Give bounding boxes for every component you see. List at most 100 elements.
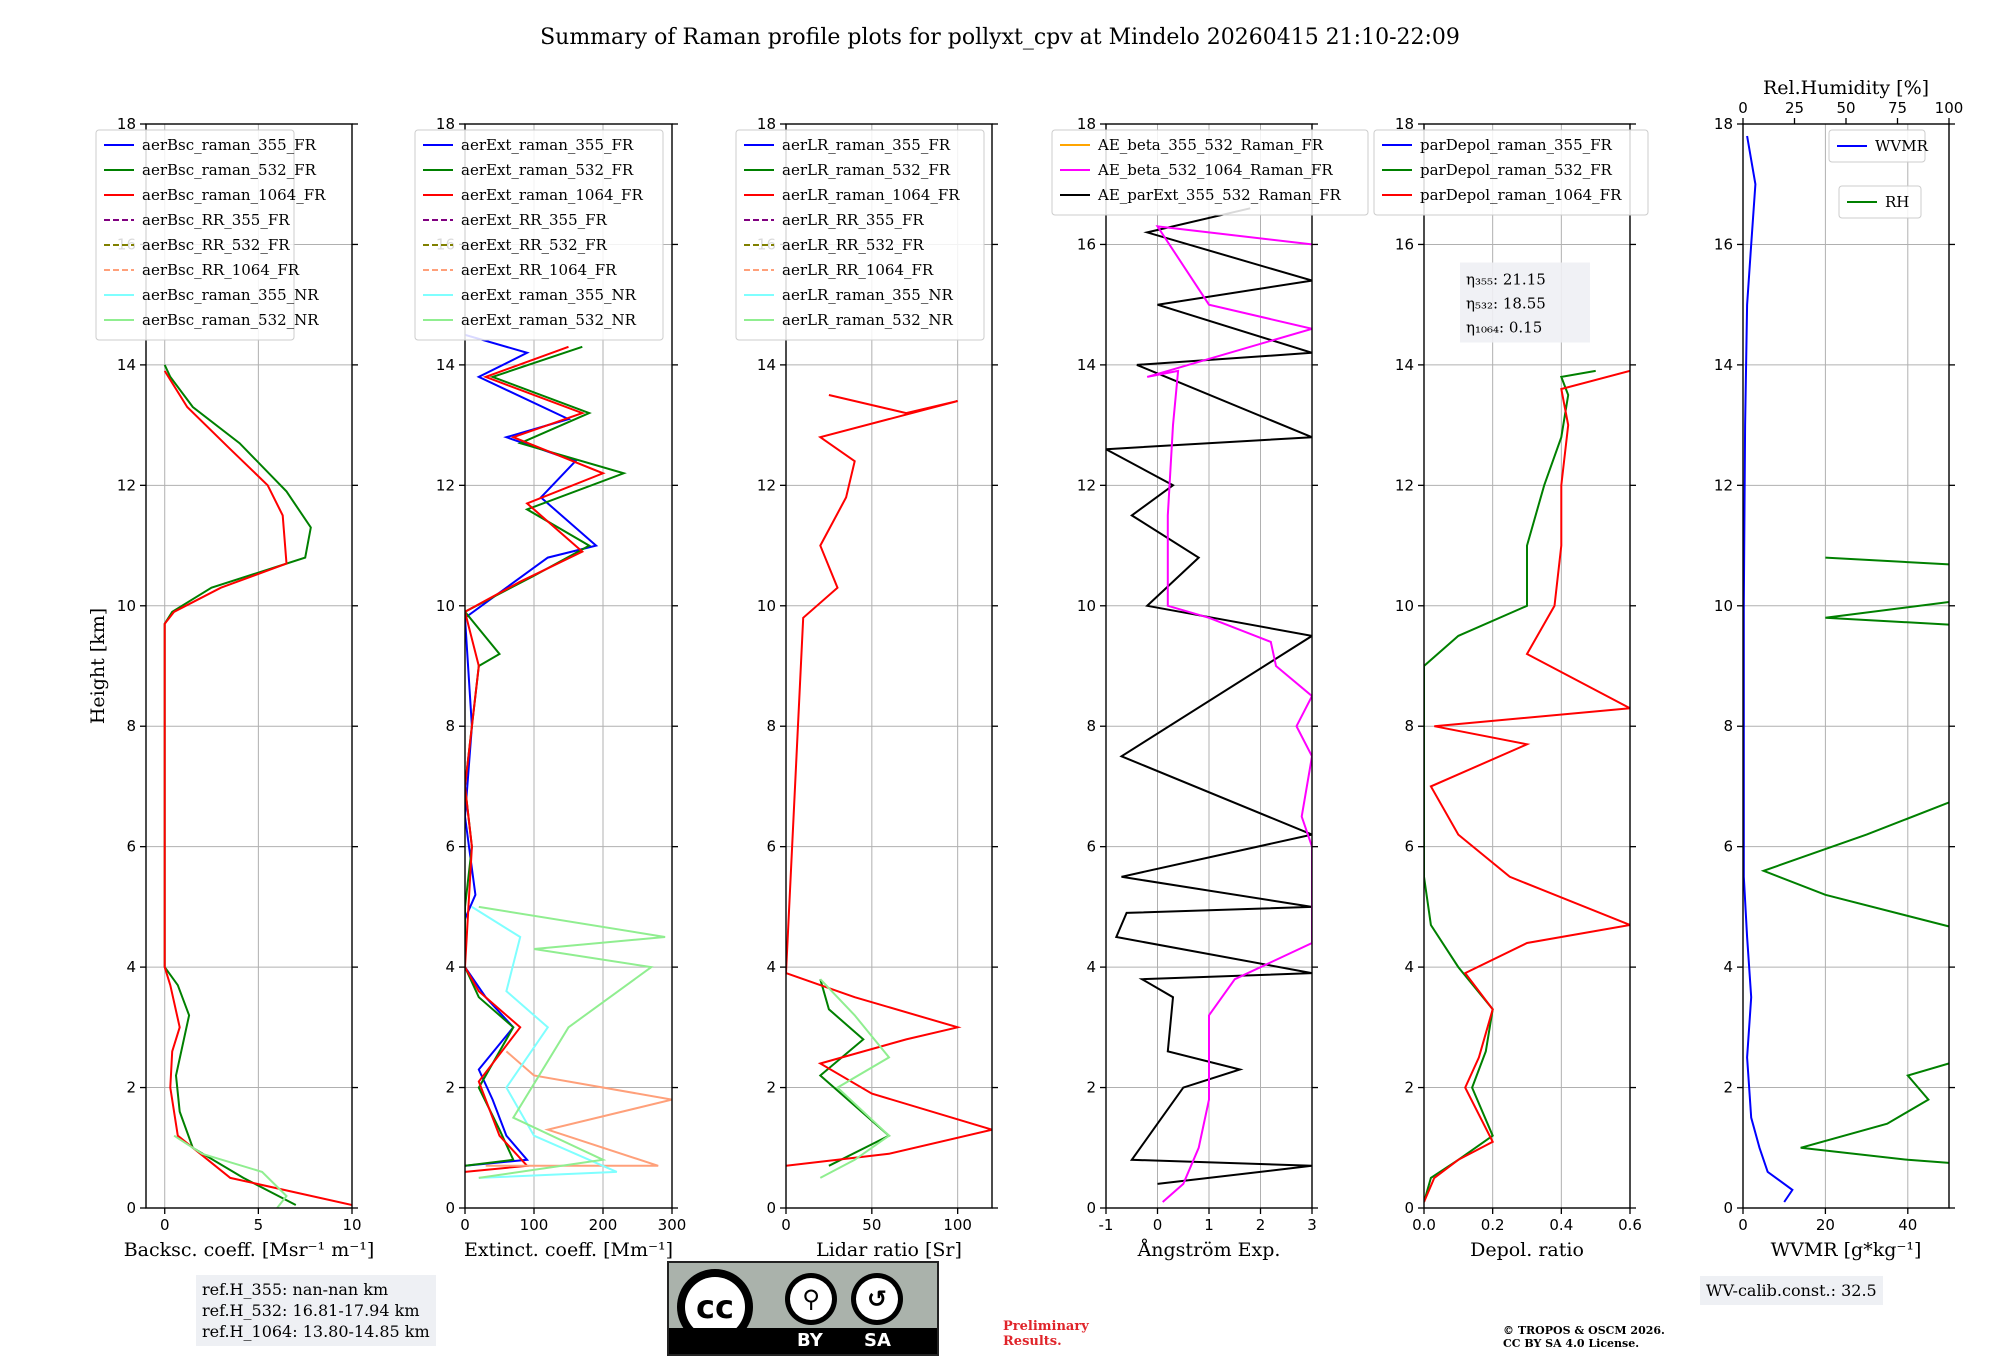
- x2-tick-label: 100: [1935, 99, 1964, 117]
- ref-height-532: ref.H_532: 16.81-17.94 km: [202, 1301, 420, 1320]
- legend-label: aerExt_raman_1064_FR: [461, 186, 643, 204]
- x-axis-label: Lidar ratio [Sr]: [816, 1239, 962, 1261]
- annotation-text: η₁₀₆₄: 0.15: [1466, 319, 1542, 337]
- legend-label: WVMR: [1875, 137, 1929, 155]
- y-tick-label: 4: [126, 958, 136, 976]
- series-WVMR: [1743, 135, 1794, 1203]
- preliminary-line-2: Results.: [1003, 1334, 1062, 1349]
- y-tick-label: 0: [766, 1199, 776, 1217]
- legend-label: aerLR_raman_532_NR: [782, 311, 953, 329]
- y-tick-label: 14: [1714, 356, 1733, 374]
- annotation-text: η₅₃₂: 18.55: [1466, 295, 1546, 313]
- legend-label: aerExt_RR_1064_FR: [461, 261, 617, 279]
- wv-calib-text: WV-calib.const.: 32.5: [1706, 1281, 1877, 1300]
- y-tick-label: 8: [126, 717, 136, 735]
- ref-height-355: ref.H_355: nan-nan km: [202, 1280, 389, 1299]
- person-icon: ⚲: [785, 1273, 837, 1325]
- y-tick-label: 14: [117, 356, 136, 374]
- x-tick-label: 0: [160, 1216, 170, 1234]
- panel-3: 050100024681012141618Lidar ratio [Sr]aer…: [735, 115, 998, 1261]
- legend-label: aerBsc_raman_355_NR: [142, 286, 319, 304]
- x-tick-label: 0.2: [1481, 1216, 1505, 1234]
- series-aerExt_RR_1064_FR: [485, 1050, 672, 1167]
- y-tick-label: 4: [1404, 958, 1414, 976]
- legend-label: aerLR_RR_1064_FR: [782, 261, 934, 279]
- series-parDepol_raman_532_FR: [1424, 369, 1596, 1203]
- y-tick-label: 4: [1723, 958, 1733, 976]
- x-axis-label: Backsc. coeff. [Msr⁻¹ m⁻¹]: [124, 1239, 375, 1261]
- y-tick-label: 2: [766, 1079, 776, 1097]
- y-tick-label: 12: [757, 476, 776, 494]
- legend-label: parDepol_raman_355_FR: [1420, 136, 1613, 154]
- y-tick-label: 4: [445, 958, 455, 976]
- series-group: [786, 394, 992, 1179]
- legend-label: aerLR_raman_1064_FR: [782, 186, 960, 204]
- y-tick-label: 0: [1086, 1199, 1096, 1217]
- panel-5: 0.0 0.2 0.4 0.6 0 2 4 6 8 10 12 14 16 18 Depol. ratio p…: [1373, 115, 1649, 1261]
- y-tick-label: 16: [1395, 235, 1414, 253]
- legend-label: AE_beta_355_532_Raman_FR: [1097, 136, 1324, 154]
- y-tick-label: 2: [1404, 1079, 1414, 1097]
- y-tick-label: 14: [757, 356, 776, 374]
- legend-label: aerExt_raman_532_NR: [461, 311, 637, 329]
- axes-frame: [1423, 123, 1631, 1209]
- annotation-box: [1460, 262, 1590, 343]
- legend-label: aerLR_RR_532_FR: [782, 236, 924, 254]
- copyright-line-1: © TROPOS & OSCM 2026.: [1503, 1324, 1665, 1337]
- y-tick-label: 18: [1714, 115, 1733, 133]
- y-tick-label: 18: [1077, 115, 1096, 133]
- series-aerLR_raman_532_NR: [819, 978, 891, 1179]
- legend-label: AE_parExt_355_532_Raman_FR: [1097, 186, 1342, 204]
- series-AE_parExt_355_532_Raman_FR: [1106, 207, 1312, 1185]
- x-tick-label: 40: [1898, 1216, 1917, 1234]
- cc-sa-label: SA: [864, 1330, 891, 1351]
- y-tick-label: 16: [1077, 235, 1096, 253]
- y-tick-label: 8: [445, 717, 455, 735]
- series-group: [163, 364, 352, 1208]
- y-tick-label: 12: [117, 476, 136, 494]
- x-tick-label: 0.6: [1618, 1216, 1642, 1234]
- series-aerExt_raman_355_NR: [471, 906, 618, 1179]
- y-tick-label: 2: [445, 1079, 455, 1097]
- legend-box: [95, 129, 295, 341]
- x-axis-label: Extinct. coeff. [Mm⁻¹]: [464, 1239, 673, 1261]
- x2-tick-label: 0: [1738, 99, 1748, 117]
- y-tick-label: 0: [1723, 1199, 1733, 1217]
- y-tick-label: 0: [445, 1199, 455, 1217]
- legend-box: [1828, 129, 1926, 163]
- y-tick-label: 14: [1395, 356, 1414, 374]
- legend-label: aerExt_raman_532_FR: [461, 161, 634, 179]
- x-tick-label: 1: [1204, 1216, 1214, 1234]
- legend-label: aerExt_RR_355_FR: [461, 211, 608, 229]
- series-aerLR_raman_532_FR: [818, 978, 891, 1167]
- y-tick-label: 6: [445, 838, 455, 856]
- panel-1: 0510024681012141618Backsc. coeff. [Msr⁻¹…: [87, 115, 374, 1261]
- legend-label: aerExt_raman_355_FR: [461, 136, 634, 154]
- share-alike-icon: ↺: [851, 1273, 903, 1325]
- y-tick-label: 12: [1714, 476, 1733, 494]
- legend-box: [414, 129, 664, 341]
- series-RH: [1760, 556, 1949, 1164]
- series-aerBsc_raman_532_FR: [163, 364, 312, 1206]
- y-tick-label: 8: [1723, 717, 1733, 735]
- x-axis-label: WVMR [g*kg⁻¹]: [1771, 1239, 1922, 1261]
- y-tick-label: 8: [1086, 717, 1096, 735]
- x-tick-label: 10: [342, 1216, 361, 1234]
- y-tick-label: 0: [1404, 1199, 1414, 1217]
- x-tick-label: 300: [658, 1216, 687, 1234]
- axes-frame: [464, 123, 673, 1209]
- axes-frame: [785, 123, 993, 1209]
- y-tick-label: 10: [1077, 597, 1096, 615]
- x-tick-label: 0: [460, 1216, 470, 1234]
- legend-label: aerBsc_RR_1064_FR: [142, 261, 300, 279]
- series-aerExt_raman_1064_FR: [465, 345, 606, 1173]
- y-tick-label: 8: [766, 717, 776, 735]
- legend-box: [1051, 129, 1369, 216]
- x-tick-label: 0.0: [1412, 1216, 1436, 1234]
- legend-label: aerBsc_raman_532_NR: [142, 311, 319, 329]
- figure-title: Summary of Raman profile plots for polly…: [540, 25, 1460, 50]
- legend-box: [1838, 185, 1922, 219]
- legend-label: parDepol_raman_532_FR: [1420, 161, 1613, 179]
- legend-label: aerLR_RR_355_FR: [782, 211, 924, 229]
- panel-2: 0100200300024681012141618Extinct. coeff.…: [414, 115, 687, 1261]
